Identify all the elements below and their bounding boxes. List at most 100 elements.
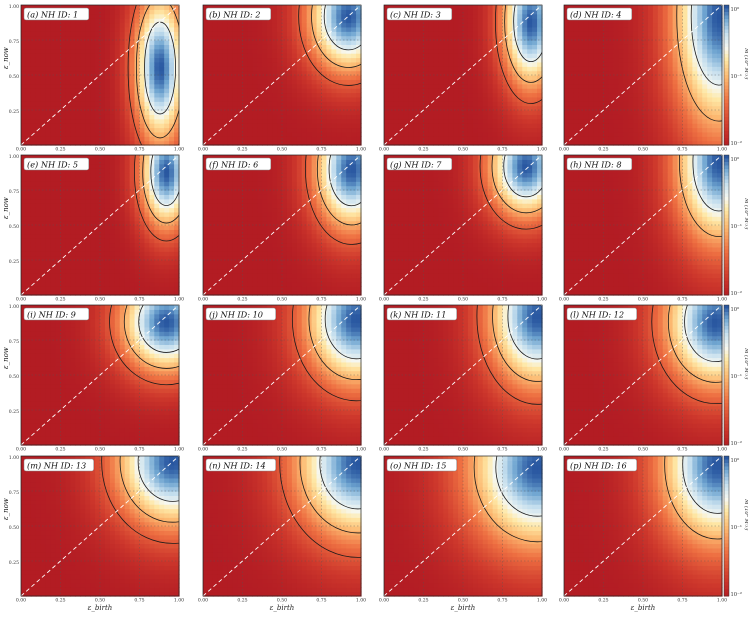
- heatmap-cell: [336, 40, 342, 45]
- heatmap-cell: [36, 173, 42, 178]
- heatmap-cell: [208, 27, 214, 32]
- heatmap-cell: [589, 128, 595, 133]
- heatmap-cell: [70, 212, 76, 217]
- heatmap-cell: [257, 128, 263, 133]
- heatmap-cell: [46, 251, 52, 256]
- heatmap-cell: [100, 75, 106, 80]
- heatmap-cell: [463, 101, 469, 106]
- heatmap-cell: [120, 136, 126, 141]
- heatmap-cell: [90, 84, 96, 89]
- heatmap-cell: [100, 247, 106, 252]
- heatmap-cell: [389, 31, 395, 36]
- heatmap-cell: [702, 93, 708, 98]
- heatmap-cell: [233, 53, 239, 58]
- heatmap-cell: [307, 93, 313, 98]
- heatmap-cell: [70, 31, 76, 36]
- heatmap-cell: [594, 84, 600, 89]
- heatmap-cell: [478, 44, 484, 49]
- heatmap-cell: [105, 62, 111, 67]
- heatmap-cell: [478, 27, 484, 32]
- heatmap-cell: [312, 18, 318, 23]
- colorbar-segment: [724, 135, 729, 139]
- heatmap-cell: [697, 75, 703, 80]
- heatmap-cell: [75, 190, 81, 195]
- heatmap-cell: [100, 97, 106, 102]
- heatmap-cell: [159, 123, 165, 128]
- heatmap-cell: [428, 93, 434, 98]
- heatmap-cell: [584, 84, 590, 89]
- heatmap-cell: [36, 123, 42, 128]
- heatmap-cell: [213, 128, 219, 133]
- heatmap-cell: [532, 49, 538, 54]
- heatmap-cell: [46, 181, 52, 186]
- heatmap-cell: [61, 208, 67, 213]
- heatmap-cell: [341, 79, 347, 84]
- heatmap-cell: [228, 97, 234, 102]
- heatmap-cell: [569, 49, 575, 54]
- heatmap-cell: [673, 88, 679, 93]
- heatmap-cell: [702, 123, 708, 128]
- colorbar-tick-label: 10⁻¹: [731, 74, 742, 80]
- heatmap-cell: [483, 128, 489, 133]
- heatmap-cell: [247, 66, 253, 71]
- heatmap-cell: [532, 27, 538, 32]
- heatmap-cell: [21, 278, 27, 283]
- heatmap-cell: [130, 269, 136, 274]
- heatmap-cell: [527, 136, 533, 141]
- heatmap-cell: [302, 119, 308, 124]
- heatmap-cell: [702, 9, 708, 14]
- heatmap-cell: [351, 128, 357, 133]
- heatmap-cell: [628, 40, 634, 45]
- heatmap-cell: [213, 84, 219, 89]
- heatmap-cell: [292, 123, 298, 128]
- heatmap-cell: [208, 123, 214, 128]
- heatmap-cell: [623, 44, 629, 49]
- heatmap-cell: [21, 234, 27, 239]
- heatmap-cell: [692, 75, 698, 80]
- heatmap-cell: [31, 119, 37, 124]
- heatmap-cell: [80, 31, 86, 36]
- heatmap-cell: [203, 66, 209, 71]
- heatmap-cell: [643, 136, 649, 141]
- heatmap-cell: [404, 84, 410, 89]
- heatmap-cell: [468, 27, 474, 32]
- heatmap-cell: [51, 247, 57, 252]
- heatmap-cell: [287, 14, 293, 19]
- heatmap-cell: [618, 136, 624, 141]
- heatmap-cell: [70, 62, 76, 67]
- heatmap-cell: [125, 136, 131, 141]
- heatmap-cell: [252, 31, 258, 36]
- heatmap-cell: [100, 23, 106, 28]
- heatmap-cell: [218, 136, 224, 141]
- heatmap-cell: [473, 18, 479, 23]
- heatmap-cell: [331, 66, 337, 71]
- heatmap-cell: [599, 97, 605, 102]
- heatmap-cell: [687, 66, 693, 71]
- heatmap-cell: [579, 23, 585, 28]
- heatmap-cell: [105, 269, 111, 274]
- colorbar-segment: [724, 103, 729, 107]
- heatmap-cell: [282, 49, 288, 54]
- heatmap-cell: [218, 101, 224, 106]
- heatmap-cell: [31, 75, 37, 80]
- heatmap-cell: [707, 62, 713, 67]
- heatmap-cell: [663, 110, 669, 115]
- heatmap-cell: [302, 31, 308, 36]
- heatmap-cell: [85, 203, 91, 208]
- heatmap-cell: [331, 128, 337, 133]
- heatmap-cell: [218, 62, 224, 67]
- heatmap-cell: [297, 9, 303, 14]
- heatmap-cell: [507, 40, 513, 45]
- heatmap-cell: [428, 49, 434, 54]
- heatmap-cell: [154, 114, 160, 119]
- heatmap-cell: [51, 58, 57, 63]
- heatmap-cell: [618, 27, 624, 32]
- heatmap-cell: [683, 123, 689, 128]
- heatmap-cell: [424, 53, 430, 58]
- heatmap-cell: [678, 97, 684, 102]
- heatmap-cell: [458, 62, 464, 67]
- heatmap-cell: [594, 58, 600, 63]
- heatmap-cell: [584, 40, 590, 45]
- heatmap-cell: [604, 119, 610, 124]
